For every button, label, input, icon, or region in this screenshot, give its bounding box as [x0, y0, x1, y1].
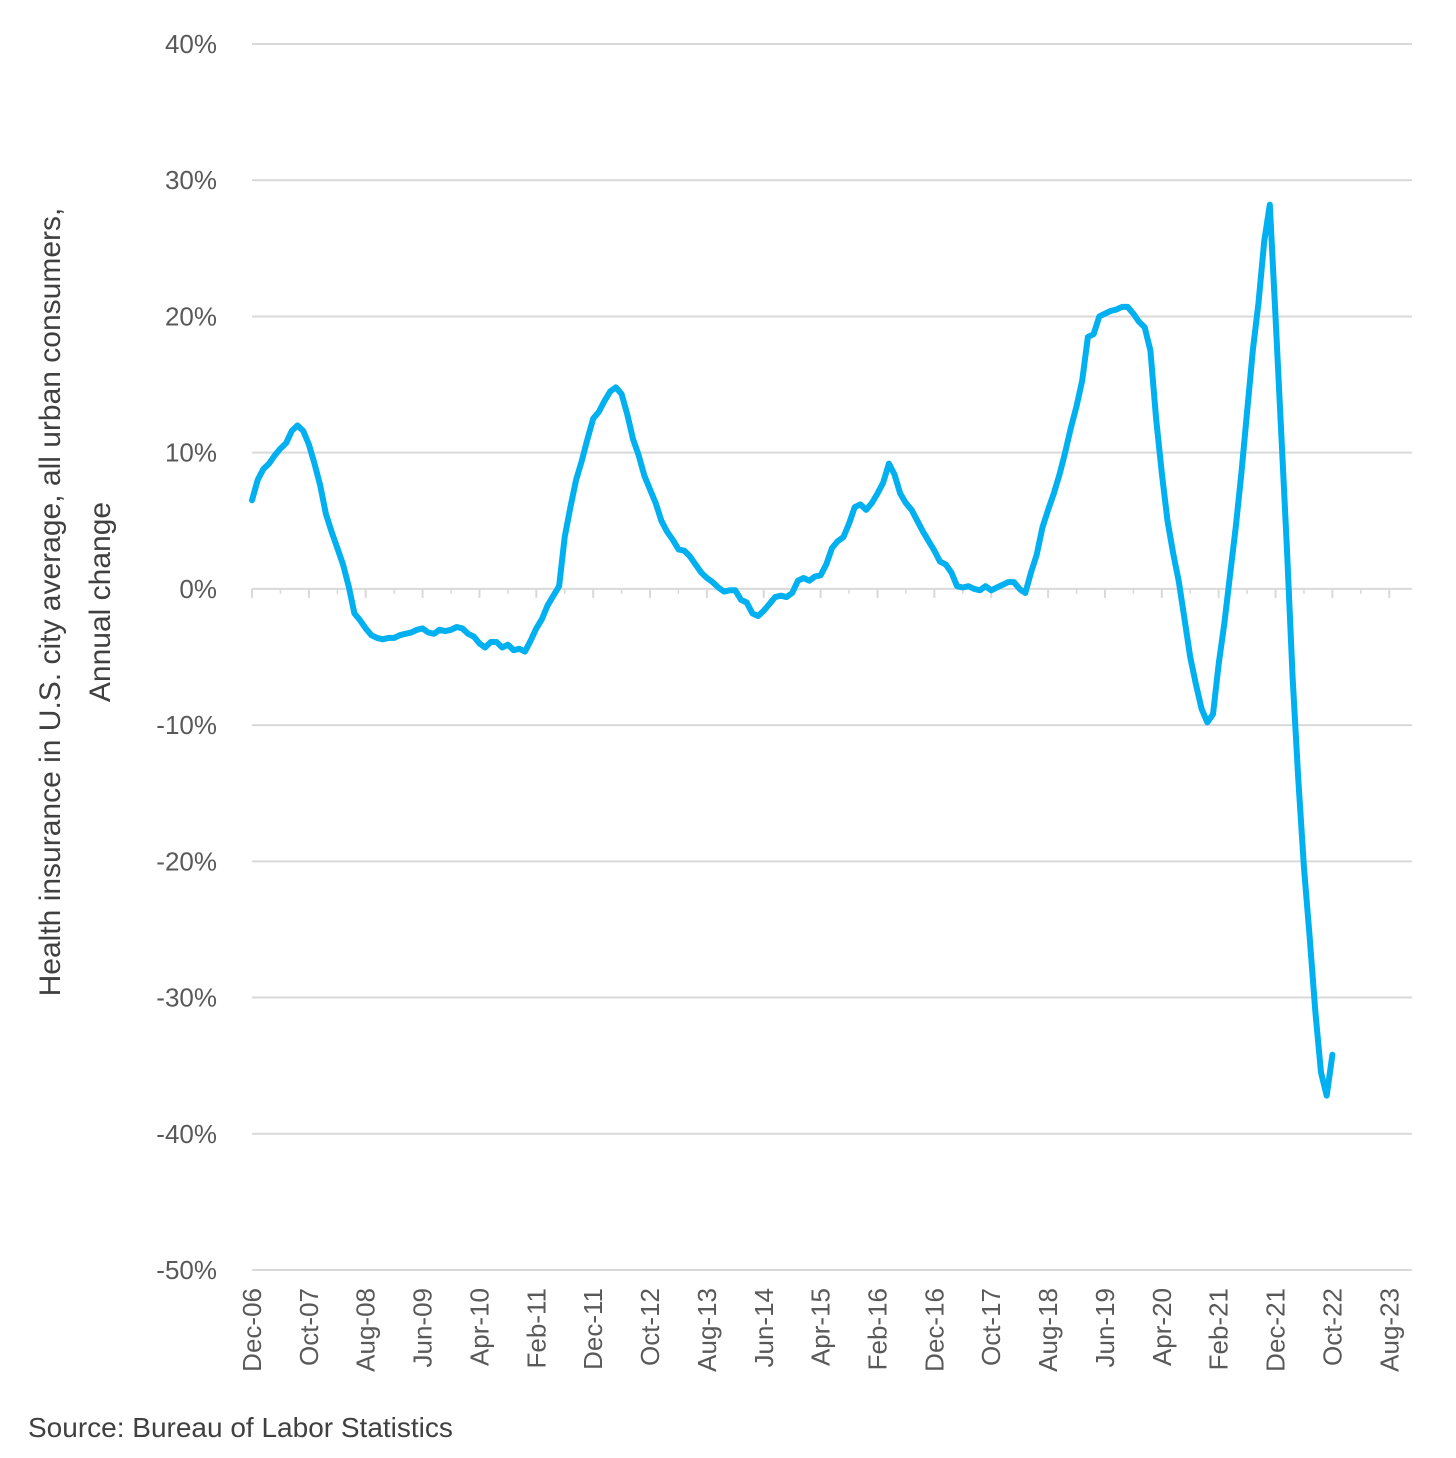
- x-tick-label: Aug-18: [1033, 1288, 1063, 1372]
- source-note: Source: Bureau of Labor Statistics: [28, 1412, 453, 1443]
- y-tick-label: 0%: [179, 574, 217, 604]
- y-tick-label: 40%: [165, 29, 217, 59]
- x-tick-label: Feb-11: [521, 1288, 551, 1368]
- x-tick-label: Dec-21: [1261, 1288, 1291, 1372]
- x-tick-label: Apr-20: [1147, 1288, 1177, 1366]
- x-tick-label: Oct-22: [1317, 1288, 1347, 1366]
- x-tick-label: Apr-10: [464, 1288, 494, 1366]
- series-line: [249, 201, 1336, 1099]
- y-tick-label: -20%: [156, 846, 217, 876]
- y-tick-label: -10%: [156, 710, 217, 740]
- y-tick-label: 10%: [165, 438, 217, 468]
- x-axis: Dec-06 Oct-07 Aug-08 Jun-09 Apr-10 Feb-11 Dec-…: [237, 587, 1412, 1372]
- x-tick-label: Dec-06: [237, 1288, 267, 1372]
- x-tick-label: Aug-23: [1374, 1288, 1404, 1372]
- x-tick-label: Aug-13: [692, 1288, 722, 1372]
- y-tick-label: 30%: [165, 165, 217, 195]
- x-tick-label: Apr-15: [806, 1288, 836, 1366]
- x-tick-label: Oct-12: [635, 1288, 665, 1366]
- x-tick-label: Feb-16: [862, 1288, 892, 1370]
- x-tick-label: Jun-19: [1090, 1288, 1120, 1368]
- y-axis-title-line-2: Annual change: [84, 502, 117, 702]
- x-tick-label: Dec-11: [578, 1288, 608, 1370]
- y-tick-label: -40%: [156, 1119, 217, 1149]
- x-tick-label: Feb-21: [1204, 1288, 1234, 1370]
- x-tick-label: Dec-16: [919, 1288, 949, 1372]
- x-tick-label: Jun-14: [749, 1288, 779, 1368]
- x-tick-label: Oct-17: [976, 1288, 1006, 1366]
- data-series: [249, 201, 1336, 1099]
- x-tick-label: Oct-07: [294, 1288, 324, 1366]
- y-tick-label: 20%: [165, 301, 217, 331]
- y-tick-label: -30%: [156, 983, 217, 1013]
- x-tick-label: Aug-08: [351, 1288, 381, 1372]
- y-tick-label: -50%: [156, 1255, 217, 1285]
- x-tick-label: Jun-09: [408, 1288, 438, 1368]
- gridlines: [252, 43, 1412, 1271]
- y-axis-tick-labels: 40% 30% 20% 10% 0% -10% -20% -30% -40% -50%: [156, 29, 217, 1285]
- y-axis-title-line-1: Health insurance in U.S. city average, a…: [34, 208, 67, 997]
